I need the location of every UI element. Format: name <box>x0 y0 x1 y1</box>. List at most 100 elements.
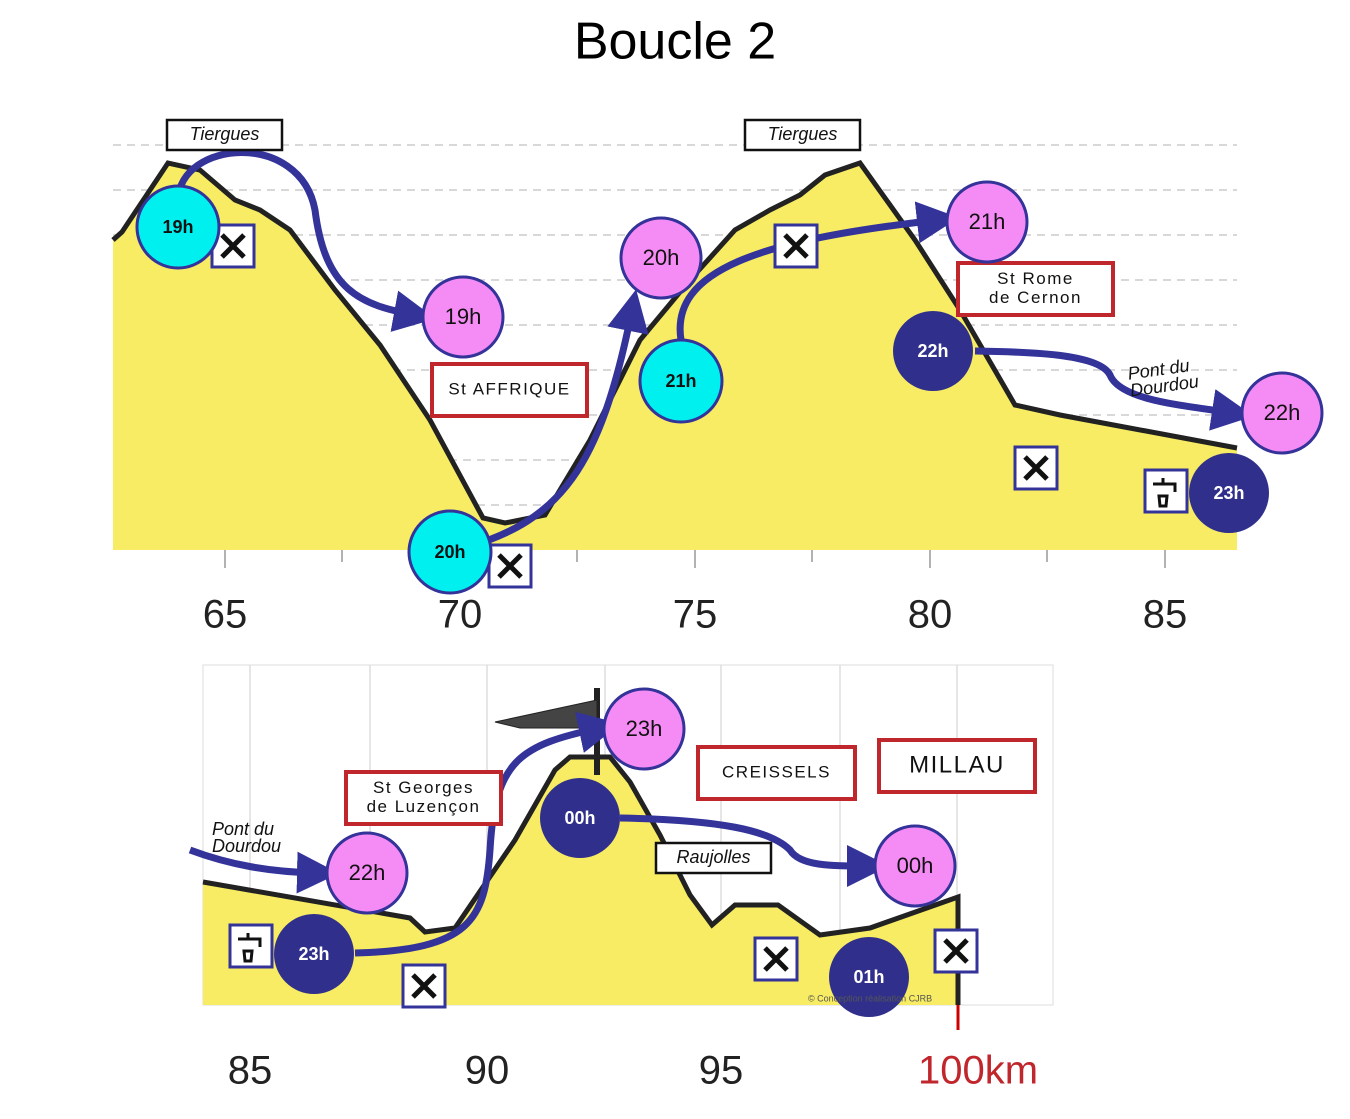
restaurant-icon <box>773 223 819 269</box>
time-circle <box>893 311 973 391</box>
time-circle <box>829 937 909 1017</box>
x-label: 100km <box>918 1049 1038 1093</box>
x-label: 65 <box>203 593 248 637</box>
icon-glyph <box>497 553 523 579</box>
restaurant-icon <box>753 936 799 982</box>
time-label: 20h <box>434 542 465 562</box>
x-label: 85 <box>228 1049 273 1093</box>
place-box <box>654 841 773 875</box>
time-marker: 20h <box>619 216 703 300</box>
icon-glyph <box>1153 478 1177 508</box>
place-label: Tiergues <box>743 118 862 152</box>
restaurant-icon <box>401 963 447 1009</box>
time-label: 22h <box>1264 400 1301 425</box>
place-name: Tiergues <box>768 124 838 144</box>
time-label: 22h <box>917 341 948 361</box>
water-icon <box>228 923 274 969</box>
place-box <box>877 738 1037 794</box>
time-label: 22h <box>349 860 386 885</box>
time-marker: 19h <box>135 184 221 270</box>
route-arrow <box>354 711 621 957</box>
time-marker: 00h <box>540 778 620 858</box>
x-label: 80 <box>908 593 953 637</box>
place-label: St AFFRIQUE <box>430 362 589 418</box>
time-marker: 21h <box>945 180 1029 264</box>
place-name: Tiergues <box>190 124 260 144</box>
time-label: 21h <box>665 371 696 391</box>
time-marker: 00h <box>873 824 957 908</box>
place-label: Raujolles <box>654 841 773 875</box>
place-label: CREISSELS <box>696 745 857 801</box>
time-marker: 23h <box>1189 453 1269 533</box>
time-circle <box>325 831 409 915</box>
time-circle <box>421 275 505 359</box>
time-circle <box>1240 371 1324 455</box>
x-label: 90 <box>465 1049 510 1093</box>
credit: © Conception réalisation CJRB <box>808 993 932 1003</box>
place-box <box>344 770 503 826</box>
icon-glyph <box>763 946 789 972</box>
time-circle <box>135 184 221 270</box>
time-circle <box>638 338 724 424</box>
place-name: St Georges <box>373 778 474 797</box>
place-name: de Luzençon <box>367 797 481 816</box>
time-label: 23h <box>626 716 663 741</box>
place-label: MILLAU <box>877 738 1037 794</box>
place-name: Pont du <box>212 819 274 839</box>
place-box <box>165 118 284 152</box>
icon-glyph <box>943 938 969 964</box>
time-label: 21h <box>969 209 1006 234</box>
water-icon <box>1143 468 1189 514</box>
route-arrow <box>974 347 1254 431</box>
time-circle <box>602 687 686 771</box>
time-marker: 22h <box>893 311 973 391</box>
place-box <box>743 118 862 152</box>
time-circle <box>945 180 1029 264</box>
time-marker: 01h <box>829 937 909 1017</box>
place-name: Raujolles <box>676 847 750 867</box>
time-marker: 21h <box>638 338 724 424</box>
route-arrow <box>174 149 436 332</box>
x-label: 75 <box>673 593 718 637</box>
icon-glyph <box>411 973 437 999</box>
place-name: de Cernon <box>989 288 1082 307</box>
route-arrow <box>464 289 649 552</box>
x-label: 70 <box>438 593 483 637</box>
icon-glyph <box>238 933 262 963</box>
time-label: 20h <box>643 245 680 270</box>
icon-glyph <box>783 233 809 259</box>
title: Boucle 2 <box>574 13 776 71</box>
time-label: 00h <box>897 853 934 878</box>
place-box <box>696 745 857 801</box>
time-circle <box>873 824 957 908</box>
place-name: St AFFRIQUE <box>448 379 570 398</box>
time-circle <box>1189 453 1269 533</box>
time-marker: 23h <box>274 914 354 994</box>
time-label: 01h <box>853 967 884 987</box>
x-label: 85 <box>1143 593 1188 637</box>
place-name: CREISSELS <box>722 762 831 781</box>
place-label: Tiergues <box>165 118 284 152</box>
place-box <box>430 362 589 418</box>
time-marker: 22h <box>1240 371 1324 455</box>
time-marker: 19h <box>421 275 505 359</box>
place-name: MILLAU <box>909 751 1005 778</box>
time-circle <box>407 509 493 595</box>
place-name: St Rome <box>997 269 1074 288</box>
place-box <box>956 261 1115 317</box>
time-marker: 20h <box>407 509 493 595</box>
restaurant-icon <box>933 928 979 974</box>
icon-glyph <box>220 233 246 259</box>
time-circle <box>274 914 354 994</box>
icon-frame <box>1143 468 1189 514</box>
time-label: 19h <box>445 304 482 329</box>
route-arrow <box>619 814 889 887</box>
restaurant-icon <box>1013 445 1059 491</box>
route-arrow <box>676 201 959 341</box>
